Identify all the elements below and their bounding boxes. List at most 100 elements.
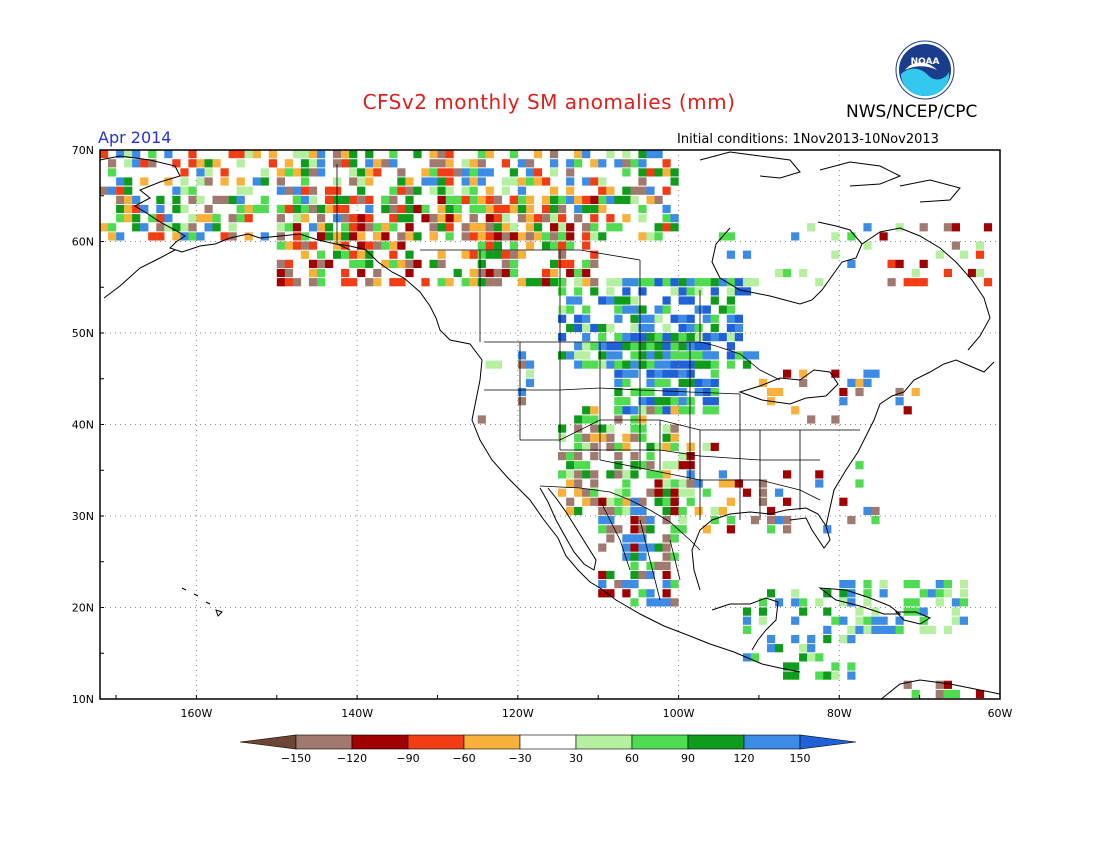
- anomaly-cell: [606, 223, 615, 232]
- anomaly-cell: [783, 268, 792, 278]
- anomaly-cell: [453, 195, 462, 204]
- anomaly-cell: [646, 397, 655, 406]
- lon-label: 120W: [502, 707, 534, 720]
- anomaly-cell: [686, 369, 695, 378]
- anomaly-cell: [630, 561, 639, 570]
- anomaly-cell: [662, 168, 671, 177]
- anomaly-cell: [590, 497, 599, 506]
- anomaly-cell: [590, 278, 599, 287]
- anomaly-cell: [349, 223, 358, 232]
- us-state-lines: [484, 342, 860, 520]
- anomaly-cell: [429, 177, 438, 186]
- anomaly-cell: [333, 159, 342, 168]
- anomaly-cell: [542, 204, 551, 214]
- anomaly-cell: [405, 250, 414, 259]
- anomaly-cell: [469, 168, 478, 177]
- anomaly-cell: [638, 397, 647, 406]
- anomaly-cell: [983, 223, 993, 232]
- anomaly-cell: [847, 598, 856, 607]
- anomaly-cell: [365, 241, 374, 250]
- anomaly-cell: [590, 159, 599, 168]
- anomaly-cell: [116, 214, 125, 223]
- anomaly-cell: [654, 314, 663, 323]
- anomaly-cell: [694, 287, 703, 296]
- anomaly-cell: [694, 342, 703, 351]
- anomaly-cell: [132, 204, 141, 214]
- anomaly-cell: [638, 424, 647, 433]
- anomaly-cell: [791, 589, 800, 598]
- anomaly-cell: [445, 168, 454, 177]
- anomaly-cell: [614, 296, 623, 305]
- anomaly-cell: [767, 506, 776, 516]
- anomaly-cell: [437, 177, 446, 186]
- anomaly-cell: [694, 479, 703, 488]
- anomaly-cell: [614, 159, 623, 168]
- anomaly-cell: [791, 662, 800, 671]
- anomaly-cell: [662, 387, 671, 397]
- anomaly-cell: [509, 241, 518, 250]
- anomaly-cell: [678, 488, 687, 497]
- anomaly-cell: [767, 387, 776, 397]
- anomaly-cell: [582, 470, 591, 479]
- anomaly-cell: [622, 506, 631, 516]
- anomaly-cell: [365, 250, 374, 259]
- anomaly-cell: [678, 296, 687, 305]
- anomaly-cell: [630, 387, 639, 397]
- anomaly-cell: [357, 214, 366, 223]
- anomaly-cell: [204, 223, 213, 232]
- anomaly-cell: [750, 351, 760, 360]
- anomaly-cell: [622, 406, 631, 415]
- anomaly-cell: [614, 461, 623, 470]
- anomaly-cell: [405, 223, 414, 232]
- anomaly-cell: [646, 333, 655, 342]
- anomaly-cell: [598, 543, 607, 552]
- anomaly-cell: [405, 204, 414, 214]
- anomaly-cell: [646, 589, 655, 598]
- anomaly-cell: [855, 607, 864, 616]
- anomaly-cell: [517, 214, 527, 223]
- anomaly-cell: [533, 214, 543, 223]
- anomaly-cell: [807, 653, 816, 662]
- anomaly-cell: [140, 177, 149, 186]
- alaska-peninsula: [103, 249, 176, 299]
- anomaly-cell: [702, 525, 711, 534]
- anomaly-cell: [525, 278, 535, 287]
- anomaly-cell: [582, 259, 591, 268]
- anomaly-cell: [308, 241, 318, 250]
- anomaly-cell: [341, 223, 350, 232]
- anomaly-cell: [646, 461, 655, 470]
- anomaly-cell: [638, 351, 647, 360]
- anomaly-cell: [509, 204, 518, 214]
- anomaly-cell: [638, 552, 647, 561]
- anomaly-cell: [373, 278, 382, 287]
- anomaly-cell: [533, 278, 543, 287]
- anomaly-cell: [292, 195, 302, 204]
- anomaly-cell: [517, 351, 527, 360]
- anomaly-cell: [630, 570, 639, 580]
- anomaly-cell: [943, 589, 952, 598]
- hispaniola-coast: [894, 611, 932, 625]
- anomaly-cell: [317, 268, 326, 278]
- anomaly-cell: [726, 342, 735, 351]
- anomaly-cell: [405, 232, 414, 241]
- anomaly-cell: [742, 351, 752, 360]
- anomaly-cell: [622, 589, 631, 598]
- anomaly-cell: [646, 342, 655, 351]
- anomaly-cell: [566, 351, 575, 360]
- anomaly-cell: [638, 570, 647, 580]
- anomaly-cell: [614, 397, 623, 406]
- anomaly-cell: [558, 333, 567, 342]
- anomaly-cell: [726, 525, 735, 534]
- anomaly-cell: [815, 479, 824, 488]
- anomaly-cell: [349, 214, 358, 223]
- anomaly-cell: [622, 305, 631, 314]
- anomaly-cell: [453, 204, 462, 214]
- anomaly-cell: [590, 470, 599, 479]
- anomaly-cell: [590, 232, 599, 241]
- anomaly-cell: [783, 525, 792, 534]
- anomaly-cell: [566, 305, 575, 314]
- anomaly-cell: [879, 232, 888, 241]
- anomaly-cell: [670, 214, 679, 223]
- anomaly-cell: [525, 360, 535, 369]
- anomaly-cell: [413, 204, 422, 214]
